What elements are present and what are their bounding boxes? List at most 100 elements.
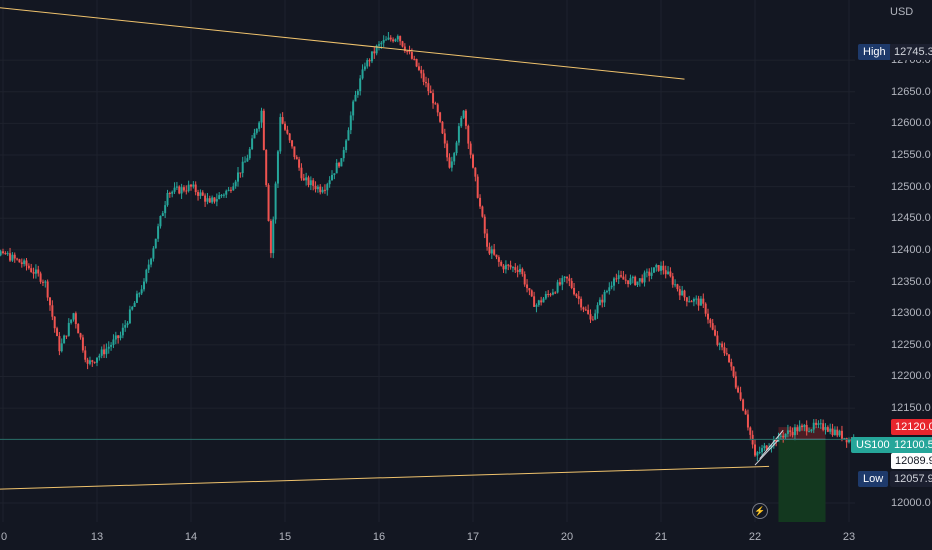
time-axis[interactable]: 0 13 14 15 16 17 20 21 22 23 bbox=[0, 522, 855, 550]
candle-body bbox=[528, 288, 531, 291]
target-value: 12089.9 bbox=[895, 455, 932, 467]
candle-body bbox=[133, 302, 136, 307]
candle-body bbox=[185, 190, 188, 192]
candle-body bbox=[526, 284, 529, 289]
candle-body bbox=[359, 78, 362, 92]
price-tick-label: 12450.0 bbox=[891, 212, 931, 225]
candle-body bbox=[622, 276, 625, 280]
candle-body bbox=[587, 309, 590, 315]
candle-body bbox=[154, 238, 157, 249]
candle-body bbox=[613, 278, 615, 286]
candle-body bbox=[218, 195, 221, 200]
take-profit-zone[interactable] bbox=[778, 439, 826, 522]
candle-body bbox=[128, 309, 131, 324]
candle-body bbox=[791, 432, 794, 436]
candle-body bbox=[786, 430, 789, 434]
candle-body bbox=[439, 112, 442, 122]
candle-body bbox=[756, 452, 759, 456]
candle-body bbox=[775, 438, 778, 442]
candle-body bbox=[657, 265, 660, 271]
candle-body bbox=[394, 39, 397, 42]
candle-body bbox=[135, 293, 138, 303]
candle-body bbox=[793, 427, 796, 436]
candle-body bbox=[199, 192, 202, 196]
candle-body bbox=[516, 269, 519, 273]
candle-body bbox=[843, 437, 846, 439]
high-label: High bbox=[863, 46, 886, 58]
candle-body bbox=[124, 325, 127, 328]
price-tick-label: 12250.0 bbox=[891, 338, 931, 351]
price-tick-label: 12400.0 bbox=[891, 243, 931, 256]
candle-body bbox=[836, 429, 839, 436]
candle-body bbox=[427, 83, 430, 92]
candle-body bbox=[138, 293, 141, 295]
candle-body bbox=[645, 271, 648, 273]
candle-body bbox=[333, 173, 336, 175]
candle-body bbox=[229, 189, 232, 191]
candle-body bbox=[707, 313, 709, 320]
candle-body bbox=[140, 289, 143, 294]
candle-body bbox=[833, 429, 836, 436]
price-tick-label: 12200.0 bbox=[891, 370, 931, 383]
candle-body bbox=[79, 333, 82, 338]
candle-body bbox=[279, 117, 282, 152]
price-tick-label: 12300.0 bbox=[891, 307, 931, 320]
candle-body bbox=[265, 149, 268, 186]
candle-body bbox=[573, 287, 576, 295]
candle-body bbox=[119, 335, 122, 339]
price-chart[interactable] bbox=[0, 0, 855, 522]
candle-body bbox=[467, 125, 470, 144]
candle-body bbox=[269, 220, 272, 254]
candle-body bbox=[241, 161, 244, 173]
candle-body bbox=[497, 257, 500, 262]
candle-body bbox=[819, 423, 822, 425]
support-trendline[interactable] bbox=[0, 465, 770, 490]
candle-body bbox=[0, 251, 2, 256]
price-tick-label: 12000.0 bbox=[891, 497, 931, 510]
price-tick-label: 12150.0 bbox=[891, 402, 931, 415]
candle-body bbox=[669, 271, 672, 277]
candle-body bbox=[605, 291, 608, 293]
candle-body bbox=[13, 254, 16, 259]
time-tick-label: 17 bbox=[466, 531, 480, 543]
candle-body bbox=[540, 300, 543, 303]
candle-body bbox=[182, 187, 185, 191]
candle-body bbox=[161, 213, 164, 217]
candle-body bbox=[594, 313, 597, 320]
time-tick-label: 14 bbox=[184, 531, 198, 543]
lightning-icon[interactable]: ⚡ bbox=[752, 503, 768, 519]
candle-body bbox=[561, 278, 564, 285]
candle-body bbox=[549, 294, 552, 296]
symbol-label: US100 bbox=[856, 439, 890, 451]
candle-body bbox=[20, 262, 23, 264]
candle-body bbox=[744, 410, 747, 415]
candle-body bbox=[126, 323, 129, 326]
candle-body bbox=[448, 157, 451, 168]
price-tick-label: 12550.0 bbox=[891, 149, 931, 162]
candle-body bbox=[617, 275, 620, 279]
candle-body bbox=[356, 91, 359, 95]
candle-body bbox=[718, 343, 721, 345]
resistance-trendline[interactable] bbox=[0, 3, 685, 80]
candle-body bbox=[763, 445, 766, 449]
candle-body bbox=[530, 290, 533, 297]
candle-body bbox=[410, 52, 413, 59]
candle-body bbox=[347, 130, 350, 141]
candle-body bbox=[655, 265, 658, 268]
candle-body bbox=[734, 376, 737, 388]
candle-body bbox=[408, 51, 411, 53]
candle-body bbox=[201, 192, 204, 196]
candle-body bbox=[500, 261, 503, 266]
candle-body bbox=[641, 278, 644, 283]
candle-body bbox=[432, 93, 435, 104]
candlesticks bbox=[0, 31, 855, 462]
candle-body bbox=[537, 300, 540, 306]
candle-body bbox=[563, 276, 566, 279]
candle-body bbox=[366, 60, 369, 67]
candle-body bbox=[434, 103, 437, 105]
candle-body bbox=[702, 298, 705, 304]
candle-body bbox=[173, 187, 176, 192]
candle-body bbox=[519, 268, 521, 273]
candle-body bbox=[502, 265, 505, 270]
candle-body bbox=[664, 270, 667, 275]
